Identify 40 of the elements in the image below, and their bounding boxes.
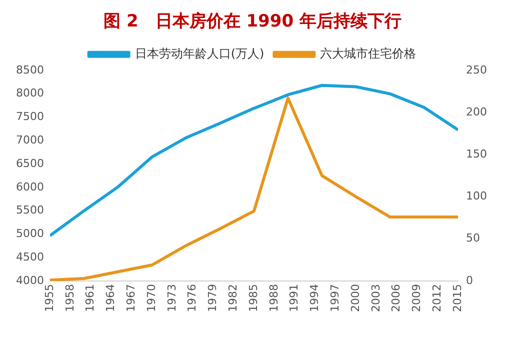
x-tick-label: 1997: [328, 284, 342, 312]
x-tick-label: 1955: [42, 284, 56, 312]
x-tick-label: 2003: [369, 284, 382, 312]
y2-tick-label: 50: [466, 232, 480, 245]
y2-tick-label: 200: [466, 105, 488, 118]
legend-label: 日本劳动年龄人口(万人): [134, 46, 264, 61]
y-tick-label: 7000: [16, 133, 44, 146]
y-tick-label: 5000: [16, 227, 44, 240]
x-tick-label: 1976: [186, 284, 199, 312]
y-tick-label: 8000: [16, 86, 44, 100]
y-tick-label: 7500: [16, 110, 44, 124]
x-tick-label: 1964: [104, 284, 118, 312]
x-tick-label: 1958: [63, 284, 76, 312]
x-tick-label: 1988: [267, 284, 280, 312]
x-tick-label: 1961: [84, 284, 97, 312]
x-tick-label: 2000: [348, 284, 362, 312]
x-tick-label: 1991: [288, 284, 301, 312]
y-tick-label: 6000: [16, 180, 44, 194]
x-tick-label: 1982: [226, 284, 240, 312]
x-tick-label: 1985: [246, 284, 260, 312]
y2-tick-label: 100: [466, 190, 488, 203]
x-tick-label: 2006: [390, 284, 403, 312]
y2-tick-label: 150: [466, 148, 488, 160]
x-tick-label: 2012: [430, 284, 444, 312]
y-tick-label: 5500: [16, 204, 44, 217]
y-tick-label: 4500: [16, 250, 44, 264]
x-tick-label: 1967: [124, 284, 138, 312]
y-tick-label: 6500: [16, 156, 44, 170]
x-tick-label: 2009: [410, 284, 424, 312]
x-tick-label: 1970: [144, 284, 158, 312]
x-tick-label: 1973: [165, 284, 178, 312]
x-tick-label: 1994: [308, 284, 322, 312]
x-tick-label: 1979: [206, 284, 220, 312]
legend-label: 六大城市住宅价格: [320, 46, 416, 61]
y-tick-label: 4000: [16, 274, 44, 287]
x-tick-label: 2015: [450, 284, 464, 312]
y-tick-label: 8500: [16, 63, 44, 76]
y2-tick-label: 0: [466, 274, 474, 287]
chart-title: 图 2 日本房价在 1990 年后持续下行: [104, 12, 402, 32]
y2-tick-label: 250: [466, 63, 488, 76]
